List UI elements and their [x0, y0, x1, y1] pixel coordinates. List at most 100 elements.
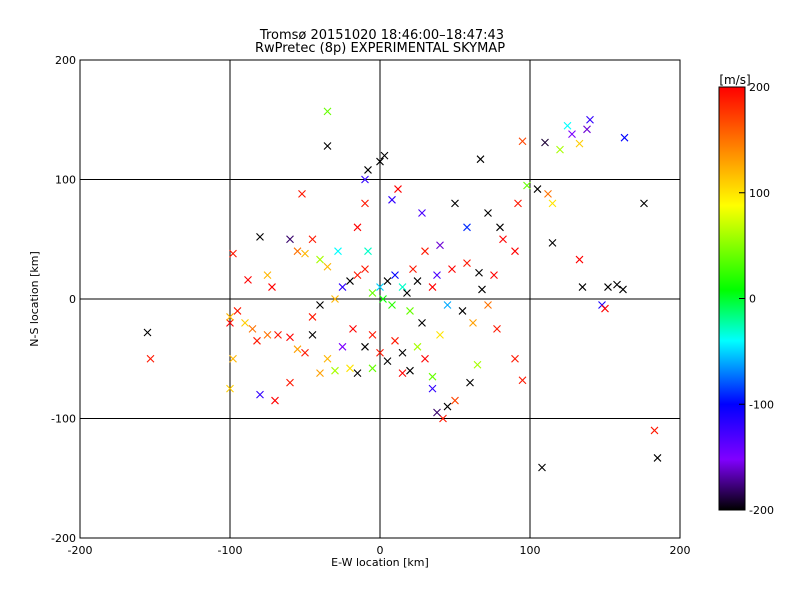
data-point-cross: [256, 390, 264, 399]
data-point-cross: [514, 199, 522, 208]
data-point-cross: [475, 268, 483, 277]
data-point-cross: [418, 209, 426, 217]
grid-lines: [80, 60, 680, 538]
data-point-cross: [286, 378, 294, 387]
data-point-cross: [308, 235, 317, 244]
data-point-cross: [619, 285, 627, 294]
data-point-cross: [469, 319, 477, 327]
data-point-cross: [406, 307, 414, 315]
data-point-cross: [518, 376, 527, 385]
data-point-cross: [323, 262, 332, 271]
data-point-cross: [349, 324, 357, 333]
data-point-cross: [398, 283, 407, 291]
data-point-cross: [323, 107, 332, 116]
data-point-cross: [383, 357, 392, 366]
data-point-cross: [286, 333, 294, 342]
data-point-cross: [368, 364, 377, 373]
y-axis-label: N-S location [km]: [28, 251, 41, 347]
data-point-cross: [413, 342, 422, 351]
colorbar-tick-label: 100: [749, 187, 770, 200]
colorbar-tick-label: 200: [749, 81, 770, 94]
data-point-cross: [334, 247, 342, 256]
data-point-cross: [146, 354, 155, 363]
data-point-cross: [241, 319, 249, 327]
colorbar-tick-label: 0: [749, 293, 756, 306]
data-point-cross: [428, 283, 437, 291]
data-point-cross: [376, 283, 384, 291]
x-axis-ticks: -200 -100 0 100 200: [68, 60, 691, 557]
data-point-cross: [490, 271, 498, 279]
data-point-cross: [544, 189, 552, 198]
data-point-cross: [379, 295, 387, 303]
data-point-cross: [293, 345, 302, 354]
data-point-cross: [338, 342, 347, 351]
data-point-cross: [433, 271, 441, 279]
data-point-cross: [439, 414, 447, 423]
data-point-cross: [484, 301, 492, 309]
x-axis-label: E-W location [km]: [331, 556, 429, 569]
y-tick-label: -200: [51, 532, 76, 545]
data-point-cross: [308, 330, 317, 339]
data-point-cross: [451, 199, 459, 208]
x-tick-label: 0: [377, 544, 384, 557]
data-point-cross: [421, 247, 429, 256]
data-point-cross: [368, 330, 377, 339]
data-point-cross: [263, 271, 272, 279]
data-point-cross: [613, 280, 621, 289]
data-point-cross: [391, 336, 399, 345]
data-point-cross: [301, 348, 309, 357]
data-point-cross: [463, 223, 471, 232]
data-point-cross: [353, 223, 362, 232]
data-point-cross: [653, 454, 662, 462]
data-point-cross: [271, 396, 279, 405]
data-point-cross: [338, 283, 347, 291]
data-point-cross: [586, 115, 594, 124]
data-point-cross: [229, 354, 237, 363]
data-point-cross: [298, 189, 306, 198]
data-point-cross: [364, 166, 372, 174]
data-point-cross: [229, 249, 237, 258]
data-point-cross: [316, 369, 324, 377]
data-point-cross: [244, 275, 252, 284]
data-point-cross: [409, 265, 417, 274]
data-point-cross: [364, 247, 372, 256]
data-point-cross: [428, 372, 437, 381]
data-point-cross: [476, 155, 485, 164]
colorbar-ticks: 200 100 0 -100 -200: [739, 81, 774, 517]
data-point-cross: [511, 354, 519, 363]
data-point-cross: [226, 313, 234, 321]
x-tick-label: 200: [670, 544, 691, 557]
data-point-cross: [226, 319, 234, 327]
data-point-cross: [575, 255, 584, 264]
data-point-cross: [575, 139, 584, 148]
data-points: [143, 107, 662, 472]
y-tick-label: 200: [55, 54, 76, 67]
data-point-cross: [323, 142, 332, 150]
data-point-cross: [428, 384, 437, 393]
data-point-cross: [413, 277, 422, 285]
data-point-cross: [226, 384, 234, 393]
data-point-cross: [391, 271, 399, 279]
data-point-cross: [604, 283, 612, 291]
data-point-cross: [463, 259, 471, 268]
data-point-cross: [398, 348, 407, 357]
y-axis-ticks: -200 -100 0 100 200: [51, 54, 680, 545]
data-point-cross: [398, 369, 407, 377]
data-point-cross: [293, 247, 302, 256]
data-point-cross: [533, 185, 542, 193]
data-point-cross: [499, 235, 507, 244]
y-tick-label: -100: [51, 413, 76, 426]
data-point-cross: [496, 223, 504, 232]
data-point-cross: [346, 364, 354, 373]
data-point-cross: [484, 209, 492, 217]
data-point-cross: [394, 185, 402, 193]
data-point-cross: [323, 354, 332, 363]
chart-title: Tromsø 20151020 18:46:00–18:47:43: [259, 28, 504, 43]
data-point-cross: [253, 336, 261, 345]
data-point-cross: [451, 396, 459, 405]
data-point-cross: [556, 145, 564, 154]
data-point-cross: [548, 238, 557, 247]
data-point-cross: [353, 271, 362, 279]
data-point-cross: [143, 328, 152, 337]
